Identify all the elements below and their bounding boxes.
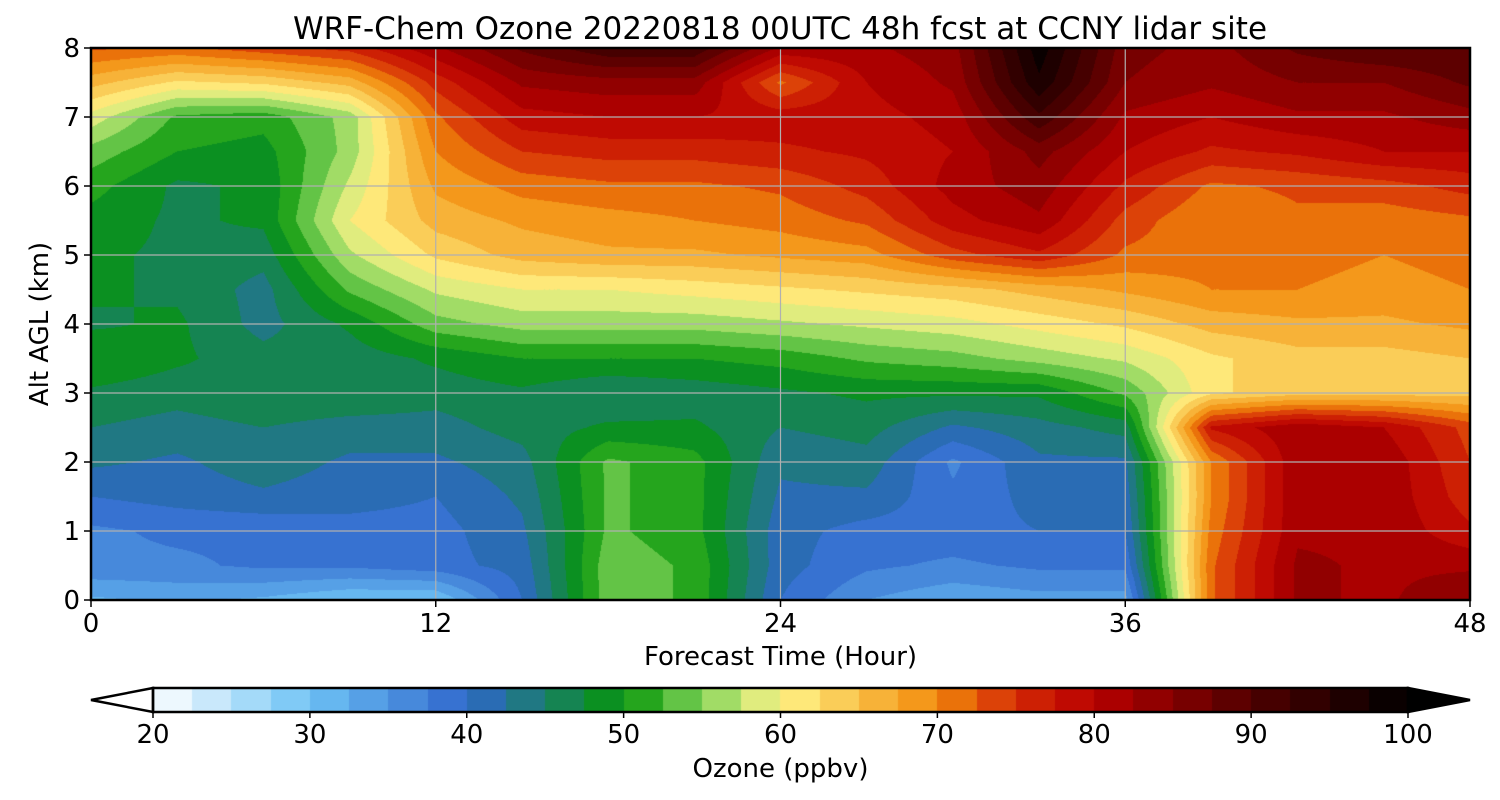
y-tick-label: 8 [63, 34, 80, 64]
colorbar-tick-label: 40 [450, 720, 483, 750]
x-tick-label: 36 [1109, 609, 1142, 639]
colorbar-tick-label: 70 [921, 720, 954, 750]
y-axis-label: Alt AGL (km) [25, 242, 55, 406]
chart-title: WRF-Chem Ozone 20220818 00UTC 48h fcst a… [293, 11, 1267, 47]
colorbar-gradient [153, 688, 1408, 712]
colorbar-tick-label: 100 [1383, 720, 1433, 750]
y-tick-label: 5 [63, 241, 80, 271]
y-tick-label: 1 [63, 517, 80, 547]
colorbar-tick-label: 20 [136, 720, 169, 750]
colorbar-tick-label: 60 [764, 720, 797, 750]
colorbar: 20 30 40 50 60 70 80 90 100 Ozone (ppbv) [90, 686, 1471, 784]
colorbar-tick-label: 90 [1235, 720, 1268, 750]
y-tick-label: 3 [63, 379, 80, 409]
y-tick-label: 7 [63, 103, 80, 133]
x-tick-label: 24 [764, 609, 797, 639]
colorbar-ticks: 20 30 40 50 60 70 80 90 100 [136, 712, 1433, 750]
x-axis-ticks: 0 12 24 36 48 [83, 600, 1487, 639]
colorbar-label: Ozone (ppbv) [693, 754, 869, 784]
colorbar-tick-label: 30 [293, 720, 326, 750]
x-tick-label: 0 [83, 609, 100, 639]
y-tick-label: 4 [63, 310, 80, 340]
y-axis-ticks: 0 1 2 3 4 5 6 7 8 [63, 34, 91, 616]
gridlines [91, 48, 1470, 600]
x-tick-label: 48 [1453, 609, 1486, 639]
colorbar-extend-high [1406, 686, 1471, 714]
colorbar-tick-label: 50 [607, 720, 640, 750]
y-tick-label: 2 [63, 448, 80, 478]
colorbar-tick-label: 80 [1078, 720, 1111, 750]
x-axis-label: Forecast Time (Hour) [644, 642, 917, 672]
colorbar-extend-low [90, 686, 155, 714]
x-tick-label: 12 [419, 609, 452, 639]
y-tick-label: 0 [63, 586, 80, 616]
y-tick-label: 6 [63, 172, 80, 202]
